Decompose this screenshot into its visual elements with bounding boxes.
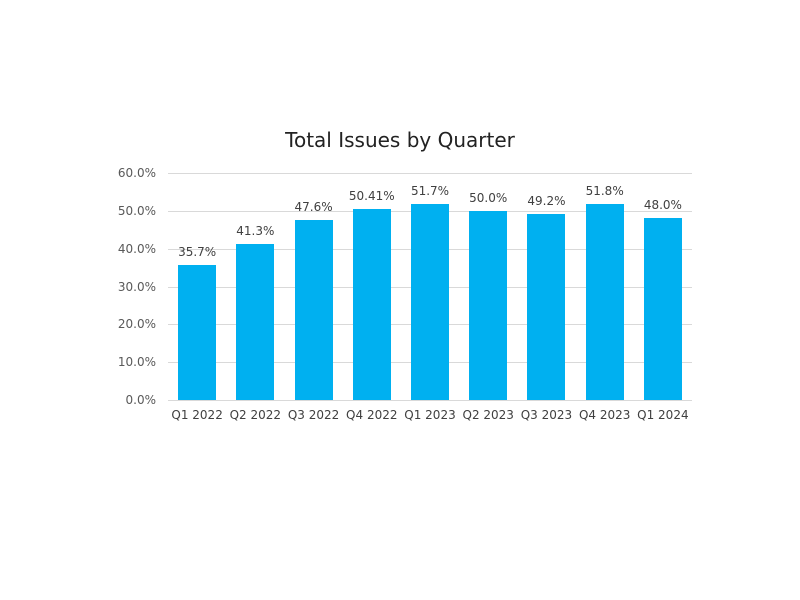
gridline xyxy=(168,400,692,401)
x-tick-label: Q3 2022 xyxy=(287,408,340,422)
x-tick-label: Q1 2023 xyxy=(404,408,456,422)
gridline xyxy=(168,173,692,174)
y-tick-label: 10.0% xyxy=(117,355,156,370)
bar[interactable] xyxy=(411,204,449,400)
bar[interactable] xyxy=(585,204,624,400)
data-label: 49.2% xyxy=(527,193,566,208)
chart-title: Total Issues by Quarter xyxy=(285,128,515,152)
y-tick-label: 60.0% xyxy=(117,166,156,180)
data-label: 51.8% xyxy=(585,184,624,199)
x-tick-label: Q4 2023 xyxy=(578,408,631,422)
bar[interactable] xyxy=(527,213,566,400)
data-label: 35.7% xyxy=(178,244,217,259)
x-tick-label: Q3 2023 xyxy=(520,408,573,422)
y-tick-label: 20.0% xyxy=(117,317,156,332)
data-label: 50.0% xyxy=(469,190,508,205)
y-tick-label: 0.0% xyxy=(125,393,157,407)
bar[interactable] xyxy=(236,243,275,400)
y-tick-label: 30.0% xyxy=(117,279,156,294)
bar[interactable] xyxy=(294,219,333,400)
bar[interactable] xyxy=(469,210,508,400)
bar[interactable] xyxy=(643,218,682,400)
x-tick-label: Q2 2022 xyxy=(229,408,282,422)
data-label: 50.41% xyxy=(348,189,395,204)
x-tick-label: Q1 2022 xyxy=(171,408,223,422)
bar[interactable] xyxy=(178,264,217,400)
y-tick-label: 40.0% xyxy=(117,241,156,256)
data-label: 47.6% xyxy=(294,199,333,214)
data-label: 41.3% xyxy=(236,223,275,238)
x-tick-label: Q1 2024 xyxy=(637,408,689,422)
data-label: 51.7% xyxy=(410,184,450,199)
x-tick-label: Q2 2023 xyxy=(462,408,514,422)
plot-area: 35.7% 41.3% 47.6% 50.41% 51.7% 50.0% 49.2% 51.8… xyxy=(168,173,692,401)
x-tick-label: Q4 2022 xyxy=(346,408,398,422)
y-tick-label: 50.0% xyxy=(117,203,156,218)
bar[interactable] xyxy=(352,209,391,400)
data-label: 48.0% xyxy=(643,198,682,213)
